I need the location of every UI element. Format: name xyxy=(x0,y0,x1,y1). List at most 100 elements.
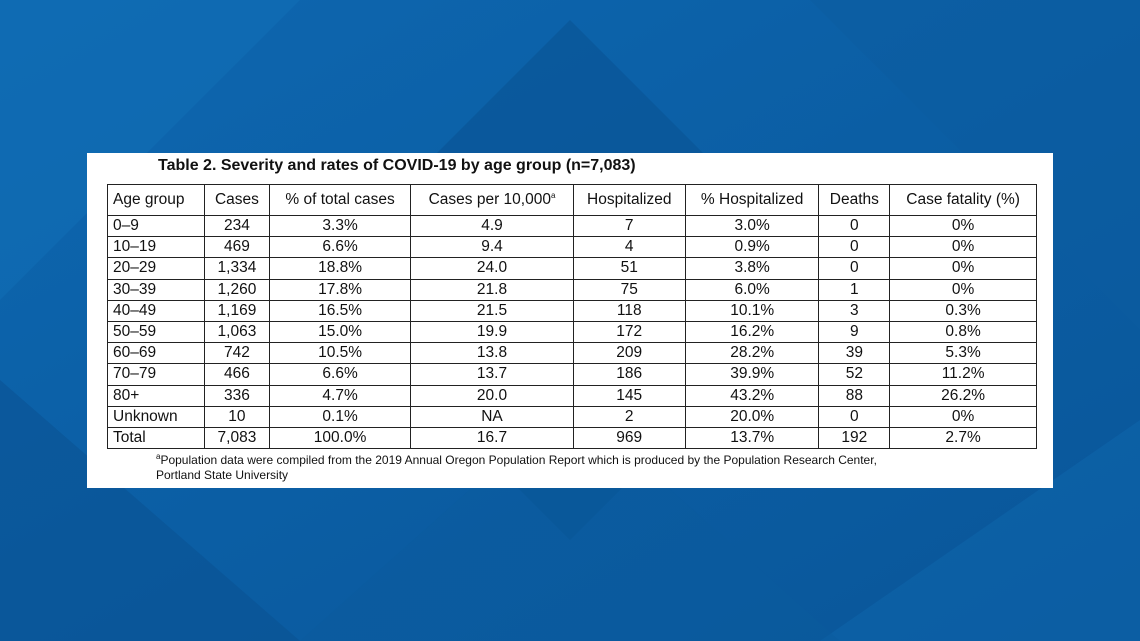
table-row: 40–49 1,169 16.5% 21.5 118 10.1% 3 0.3% xyxy=(106,299,1037,322)
cell-hospitalized: 209 xyxy=(572,342,686,365)
cell-age-group: 0–9 xyxy=(106,214,206,238)
cell-cases-per-10000: NA xyxy=(410,405,574,428)
cell-deaths: 3 xyxy=(818,299,891,322)
cell-cases: 7,083 xyxy=(204,426,270,450)
cell-deaths: 0 xyxy=(818,236,891,259)
cell-age-group: 30–39 xyxy=(106,278,206,301)
footnote: aPopulation data were compiled from the … xyxy=(156,453,877,483)
background-facet xyxy=(0,0,300,300)
table-title: Table 2. Severity and rates of COVID-19 … xyxy=(158,157,636,174)
cell-cases-per-10000: 21.5 xyxy=(410,299,574,322)
cell-case-fatality: 0% xyxy=(889,236,1037,259)
header-cases: Cases xyxy=(204,184,270,216)
cell-cases: 1,063 xyxy=(204,320,270,344)
cell-cases-per-10000: 19.9 xyxy=(410,320,574,344)
table-body: 0–9 234 3.3% 4.9 7 3.0% 0 0% 10–19 469 6.6% 9.4 4 0.9… xyxy=(106,214,1037,450)
table-row: 50–59 1,063 15.0% 19.9 172 16.2% 9 0.8% xyxy=(106,320,1037,344)
cell-cases-per-10000: 13.7 xyxy=(410,363,574,386)
footnote-line-2: Portland State University xyxy=(156,468,289,482)
cell-cases-per-10000: 24.0 xyxy=(410,257,574,280)
header-pct-hospitalized: % Hospitalized xyxy=(684,184,820,216)
cell-hospitalized: 118 xyxy=(572,299,686,322)
cell-age-group: 70–79 xyxy=(106,363,206,386)
table-row: 60–69 742 10.5% 13.8 209 28.2% 39 5.3% xyxy=(106,342,1037,365)
cell-pct-total-cases: 6.6% xyxy=(268,363,412,386)
cell-pct-hospitalized: 20.0% xyxy=(684,405,820,428)
cell-cases: 1,260 xyxy=(204,278,270,301)
cell-hospitalized: 7 xyxy=(572,214,686,238)
cell-pct-total-cases: 16.5% xyxy=(268,299,412,322)
cell-pct-total-cases: 10.5% xyxy=(268,342,412,365)
cell-hospitalized: 4 xyxy=(572,236,686,259)
cell-cases-per-10000: 4.9 xyxy=(410,214,574,238)
cell-case-fatality: 11.2% xyxy=(889,363,1037,386)
cell-case-fatality: 0.3% xyxy=(889,299,1037,322)
cell-hospitalized: 172 xyxy=(572,320,686,344)
table-row: 20–29 1,334 18.8% 24.0 51 3.8% 0 0% xyxy=(106,257,1037,280)
background-facet xyxy=(820,420,1140,641)
cell-hospitalized: 186 xyxy=(572,363,686,386)
cell-age-group: Unknown xyxy=(106,405,206,428)
cell-age-group: 50–59 xyxy=(106,320,206,344)
cell-pct-total-cases: 6.6% xyxy=(268,236,412,259)
header-hospitalized: Hospitalized xyxy=(572,184,686,216)
cell-cases: 1,169 xyxy=(204,299,270,322)
cell-pct-hospitalized: 10.1% xyxy=(684,299,820,322)
cell-pct-hospitalized: 6.0% xyxy=(684,278,820,301)
table-row: 0–9 234 3.3% 4.9 7 3.0% 0 0% xyxy=(106,214,1037,238)
cell-deaths: 192 xyxy=(818,426,891,450)
cell-deaths: 0 xyxy=(818,257,891,280)
table-row: 80+ 336 4.7% 20.0 145 43.2% 88 26.2% xyxy=(106,384,1037,407)
cell-pct-hospitalized: 13.7% xyxy=(684,426,820,450)
cell-pct-total-cases: 15.0% xyxy=(268,320,412,344)
cell-cases: 469 xyxy=(204,236,270,259)
cell-hospitalized: 2 xyxy=(572,405,686,428)
cell-cases-per-10000: 9.4 xyxy=(410,236,574,259)
cell-case-fatality: 0.8% xyxy=(889,320,1037,344)
cell-cases-per-10000: 13.8 xyxy=(410,342,574,365)
cell-case-fatality: 5.3% xyxy=(889,342,1037,365)
table-row: 70–79 466 6.6% 13.7 186 39.9% 52 11.2% xyxy=(106,363,1037,386)
cell-hospitalized: 51 xyxy=(572,257,686,280)
cell-age-group: 10–19 xyxy=(106,236,206,259)
cell-pct-total-cases: 3.3% xyxy=(268,214,412,238)
cell-case-fatality: 26.2% xyxy=(889,384,1037,407)
cell-pct-total-cases: 100.0% xyxy=(268,426,412,450)
cell-case-fatality: 2.7% xyxy=(889,426,1037,450)
cell-pct-hospitalized: 0.9% xyxy=(684,236,820,259)
header-row: Age group Cases% of total cases Cases per … xyxy=(106,184,1037,216)
cell-pct-hospitalized: 16.2% xyxy=(684,320,820,344)
cell-deaths: 88 xyxy=(818,384,891,407)
header-pct-total-cases: % of total cases xyxy=(268,184,412,216)
header-footnote-marker: a xyxy=(550,190,556,200)
header-case-fatality: Case fatality (%) xyxy=(889,184,1037,216)
cell-deaths: 0 xyxy=(818,405,891,428)
cell-pct-hospitalized: 3.8% xyxy=(684,257,820,280)
cell-deaths: 0 xyxy=(818,214,891,238)
cell-case-fatality: 0% xyxy=(889,214,1037,238)
covid-age-table: Age group Cases% of total cases Cases per … xyxy=(106,184,1037,450)
cell-age-group: 40–49 xyxy=(106,299,206,322)
cell-hospitalized: 969 xyxy=(572,426,686,450)
cell-age-group: Total xyxy=(106,426,206,450)
cell-hospitalized: 145 xyxy=(572,384,686,407)
cell-pct-hospitalized: 3.0% xyxy=(684,214,820,238)
cell-pct-hospitalized: 43.2% xyxy=(684,384,820,407)
background-facet xyxy=(0,380,300,641)
cell-cases-per-10000: 20.0 xyxy=(410,384,574,407)
cell-cases: 234 xyxy=(204,214,270,238)
background-facet xyxy=(300,400,840,641)
cell-pct-hospitalized: 28.2% xyxy=(684,342,820,365)
cell-deaths: 52 xyxy=(818,363,891,386)
cell-age-group: 20–29 xyxy=(106,257,206,280)
footnote-line-1: aPopulation data were compiled from the … xyxy=(156,453,877,468)
cell-deaths: 9 xyxy=(818,320,891,344)
cell-deaths: 1 xyxy=(818,278,891,301)
cell-cases: 466 xyxy=(204,363,270,386)
cell-cases: 10 xyxy=(204,405,270,428)
table-row: 10–19 469 6.6% 9.4 4 0.9% 0 0% xyxy=(106,236,1037,259)
cell-hospitalized: 75 xyxy=(572,278,686,301)
cell-cases-per-10000: 21.8 xyxy=(410,278,574,301)
table-row: Unknown 10 0.1% NA 2 20.0% 0 0% xyxy=(106,405,1037,428)
cell-pct-total-cases: 0.1% xyxy=(268,405,412,428)
